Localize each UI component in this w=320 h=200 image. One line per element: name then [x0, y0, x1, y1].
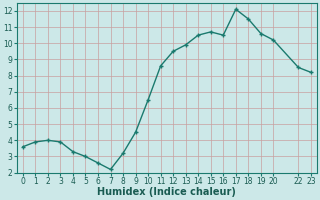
X-axis label: Humidex (Indice chaleur): Humidex (Indice chaleur)	[98, 187, 236, 197]
